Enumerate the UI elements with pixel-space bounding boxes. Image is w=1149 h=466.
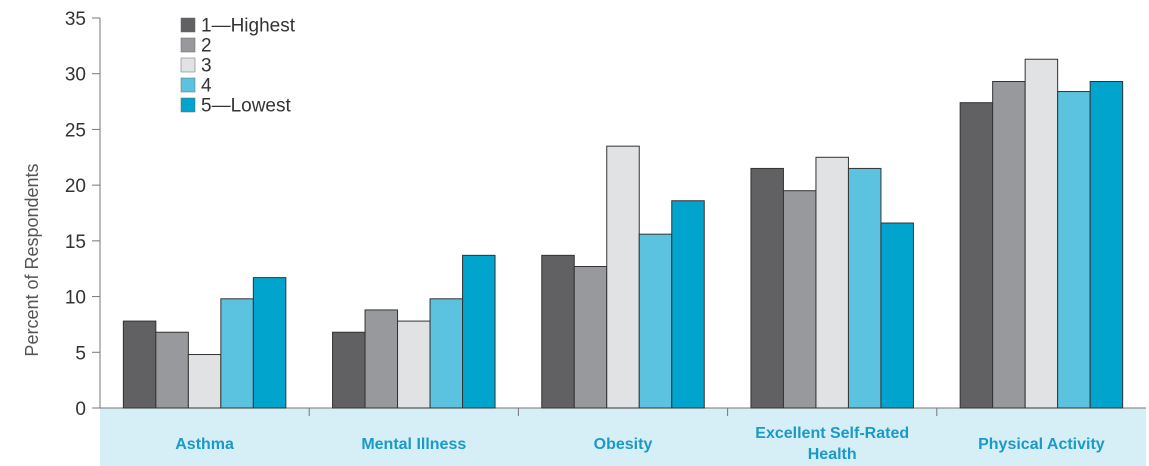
legend-label: 3 <box>201 56 212 77</box>
bar <box>1057 91 1091 409</box>
y-tick-label: 0 <box>75 399 86 420</box>
legend-swatch <box>180 17 196 33</box>
bar <box>155 331 189 409</box>
bar <box>187 354 222 409</box>
y-tick-label: 35 <box>65 9 86 30</box>
bar <box>1089 81 1124 409</box>
bar <box>880 222 914 409</box>
category-band <box>100 408 1146 466</box>
bar <box>606 145 640 409</box>
bar <box>1024 58 1059 409</box>
legend-swatch <box>180 37 196 53</box>
legend-swatch <box>180 77 196 93</box>
bar <box>573 265 608 409</box>
y-tick-label: 30 <box>65 65 86 86</box>
bar <box>429 298 464 409</box>
y-tick-label: 25 <box>65 120 86 141</box>
y-tick-label: 10 <box>65 288 86 309</box>
bars <box>122 58 1124 409</box>
bar <box>332 331 366 409</box>
category-label: Mental Illness <box>361 436 466 453</box>
legend-label: 2 <box>201 36 212 57</box>
bar <box>959 102 994 409</box>
bar <box>815 156 849 409</box>
legend-swatch <box>180 97 196 113</box>
legend-label: 4 <box>201 76 212 97</box>
bar <box>252 277 287 409</box>
bar <box>364 309 399 409</box>
legend-label: 1—Highest <box>201 16 296 37</box>
bar <box>397 320 431 409</box>
y-tick-label: 5 <box>75 343 86 364</box>
category-labels: Asthma Mental Illness Obesity Excellent Sel… <box>175 425 1105 463</box>
bar <box>671 200 705 409</box>
y-axis-label: Percent of Respondents <box>22 163 42 356</box>
legend-label: 5—Lowest <box>201 96 291 117</box>
category-label: Asthma <box>175 436 234 453</box>
y-axis: 0 5 10 15 20 25 30 35 <box>65 9 101 420</box>
bar <box>992 81 1026 409</box>
legend-swatch <box>180 57 196 73</box>
category-label: Obesity <box>594 436 653 453</box>
bar <box>541 254 575 409</box>
category-label: Excellent Self-Rated Health <box>755 425 909 463</box>
bar <box>638 233 673 409</box>
bar <box>782 190 817 409</box>
bar <box>750 167 784 409</box>
y-tick-label: 20 <box>65 176 86 197</box>
bar <box>847 167 882 409</box>
bar <box>220 298 254 409</box>
bar <box>122 320 157 409</box>
category-label: Physical Activity <box>978 436 1105 453</box>
bar <box>462 254 496 409</box>
y-tick-label: 15 <box>65 232 86 253</box>
